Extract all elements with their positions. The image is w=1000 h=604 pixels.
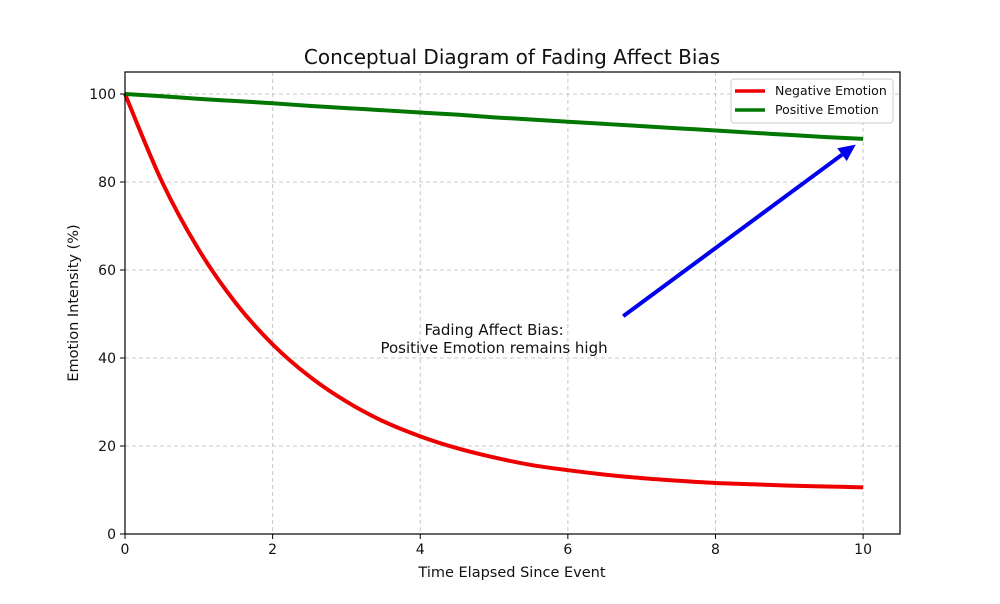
y-tick-label: 60 bbox=[98, 263, 116, 279]
series-group bbox=[123, 92, 864, 490]
x-tick-label: 2 bbox=[268, 542, 277, 558]
legend-label-negative-emotion: Negative Emotion bbox=[775, 83, 887, 98]
y-tick-label: 20 bbox=[98, 439, 116, 455]
x-tick-label: 8 bbox=[711, 542, 720, 558]
plot-frame bbox=[124, 71, 901, 535]
y-tick-label: 0 bbox=[107, 527, 116, 543]
x-axis-label: Time Elapsed Since Event bbox=[417, 565, 605, 581]
annotation-group: Fading Affect Bias: Positive Emotion rem… bbox=[380, 144, 856, 357]
annotation-arrow-head bbox=[837, 144, 856, 162]
y-axis-label: Emotion Intensity (%) bbox=[66, 224, 82, 381]
annotation-text-line-1: Fading Affect Bias: bbox=[424, 321, 563, 339]
legend-box bbox=[730, 78, 894, 124]
annotation-text-line-2: Positive Emotion remains high bbox=[380, 339, 607, 357]
annotation-arrow-shaft bbox=[622, 153, 844, 318]
legend-label-positive-emotion: Positive Emotion bbox=[775, 102, 879, 117]
series-line-positive-emotion bbox=[124, 92, 864, 141]
x-tick-label: 6 bbox=[563, 542, 572, 558]
y-tick-label: 100 bbox=[89, 87, 116, 103]
y-tick-label: 80 bbox=[98, 175, 116, 191]
legend: Negative Emotion Positive Emotion bbox=[730, 78, 894, 124]
x-tick-label: 10 bbox=[854, 542, 872, 558]
x-tick-label: 4 bbox=[416, 542, 425, 558]
x-tick-label: 0 bbox=[121, 542, 130, 558]
series-line-negative-emotion bbox=[123, 93, 864, 490]
y-tick-label: 40 bbox=[98, 351, 116, 367]
chart-title: Conceptual Diagram of Fading Affect Bias bbox=[304, 45, 720, 69]
